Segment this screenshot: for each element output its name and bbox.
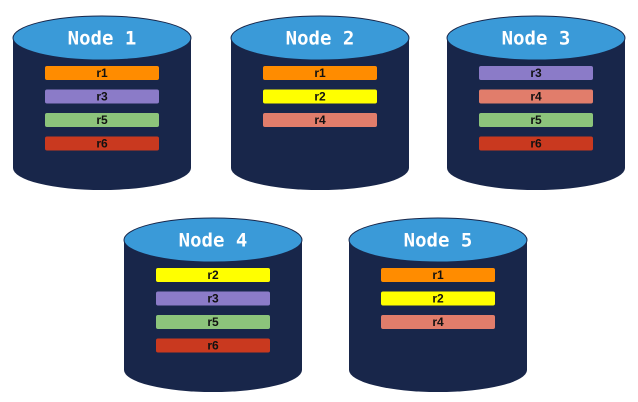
replica-bar (45, 66, 159, 80)
replica-label: r4 (530, 90, 542, 104)
replica-label: r1 (314, 66, 326, 80)
node: Node 2 r1 r2 r4 (230, 15, 410, 190)
replica-label: r1 (432, 268, 444, 282)
replica-label: r2 (207, 268, 219, 282)
replica-label: r1 (96, 66, 108, 80)
node-label: Node 3 (502, 28, 571, 50)
replica-bar (479, 136, 593, 151)
replica-label: r5 (207, 315, 219, 329)
replica-bar (45, 136, 159, 151)
replica-bar (479, 89, 593, 104)
replica-label: r3 (96, 90, 108, 104)
replica-bar (263, 66, 377, 80)
replica-label: r6 (207, 339, 219, 353)
node: Node 4 r2 r3 r5 r6 (123, 217, 303, 392)
replica-bar (263, 89, 377, 104)
replica-label: r5 (530, 113, 542, 127)
replica-bar (479, 66, 593, 80)
cylinder-top (123, 217, 303, 263)
replica-label: r2 (314, 90, 326, 104)
replica-label: r3 (530, 66, 542, 80)
replica-bar (479, 113, 593, 127)
replica-label: r6 (96, 137, 108, 151)
node: Node 5 r1 r2 r4 (348, 217, 528, 392)
replica-bar (45, 113, 159, 127)
replica-label: r6 (530, 137, 542, 151)
node-label: Node 5 (404, 230, 473, 252)
cylinder-top (230, 15, 410, 61)
cylinder-top (12, 15, 192, 61)
replica-label: r2 (432, 292, 444, 306)
replica-bar (381, 268, 495, 282)
replica-bar (156, 268, 270, 282)
replica-label: r4 (432, 315, 444, 329)
replica-label: r3 (207, 292, 219, 306)
replica-bar (381, 291, 495, 306)
replica-bar (156, 291, 270, 306)
replica-bar (45, 89, 159, 104)
node: Node 3 r3 r4 r5 r6 (446, 15, 626, 190)
node: Node 1 r1 r3 r5 r6 (12, 15, 192, 190)
node-label: Node 2 (286, 28, 355, 50)
replica-bar (156, 338, 270, 353)
cylinder-top (348, 217, 528, 263)
replica-label: r4 (314, 113, 326, 127)
node-label: Node 1 (68, 28, 137, 50)
replica-bar (263, 113, 377, 127)
replica-bar (156, 315, 270, 329)
node-label: Node 4 (179, 230, 248, 252)
replica-bar (381, 315, 495, 329)
replica-label: r5 (96, 113, 108, 127)
cylinder-top (446, 15, 626, 61)
